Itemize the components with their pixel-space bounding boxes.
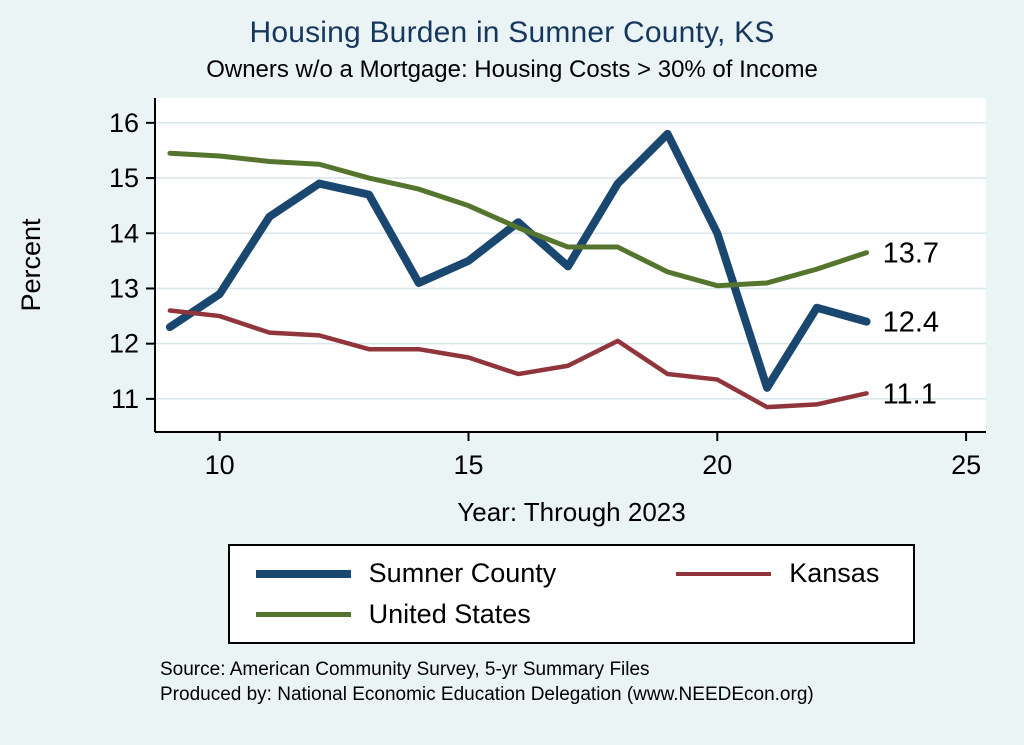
end-label-united-states: 13.7 [883, 238, 939, 270]
legend-item-kansas: Kansas [676, 558, 879, 589]
chart-title: Housing Burden in Sumner County, KS [249, 16, 775, 49]
legend-label: United States [368, 599, 531, 629]
x-tick-label: 20 [702, 450, 732, 480]
y-tick-label: 14 [109, 218, 139, 248]
series-line-kansas [167, 308, 869, 410]
legend-wrap: Sumner County Kansas United States [155, 544, 988, 644]
line-chart-plot: 11 12 13 14 15 16 10 15 20 25 Percent 12.4 11.1 13.7 [16, 98, 986, 480]
series-line-united-states [167, 150, 870, 289]
y-tick-label: 16 [109, 108, 139, 138]
x-axis-title: Year: Through 2023 [457, 497, 686, 527]
end-label-kansas: 11.1 [883, 378, 937, 410]
source-text: Source: American Community Survey, 5-yr … [160, 659, 650, 680]
sumner-county-line-swatch [255, 569, 351, 578]
legend-item-united-states: United States [255, 599, 557, 630]
producer-text: Produced by: National Economic Education… [160, 683, 814, 705]
footer-notes: Source: American Community Survey, 5-yr … [160, 658, 1024, 707]
y-tick-label: 13 [109, 273, 139, 303]
x-tick-label: 15 [453, 450, 483, 480]
series-line-sumner-county [165, 129, 871, 392]
legend: Sumner County Kansas United States [227, 544, 916, 644]
end-label-sumner-county: 12.4 [883, 307, 939, 339]
y-tick-label: 11 [111, 384, 139, 414]
chart-subtitle: Owners w/o a Mortgage: Housing Costs > 3… [206, 56, 818, 83]
x-tick-label: 10 [205, 450, 235, 480]
legend-label: Kansas [789, 558, 880, 588]
chart-page: Housing Burden in Sumner County, KS Owne… [16, 16, 1024, 707]
legend-label: Sumner County [368, 558, 557, 588]
y-axis-title: Percent [16, 218, 46, 312]
x-tick-label: 25 [951, 450, 981, 480]
y-tick-label: 15 [109, 163, 139, 193]
legend-item-sumner-county: Sumner County [255, 558, 557, 589]
united-states-line-swatch [255, 612, 351, 617]
y-tick-label: 12 [109, 329, 139, 359]
kansas-line-swatch [676, 571, 772, 576]
